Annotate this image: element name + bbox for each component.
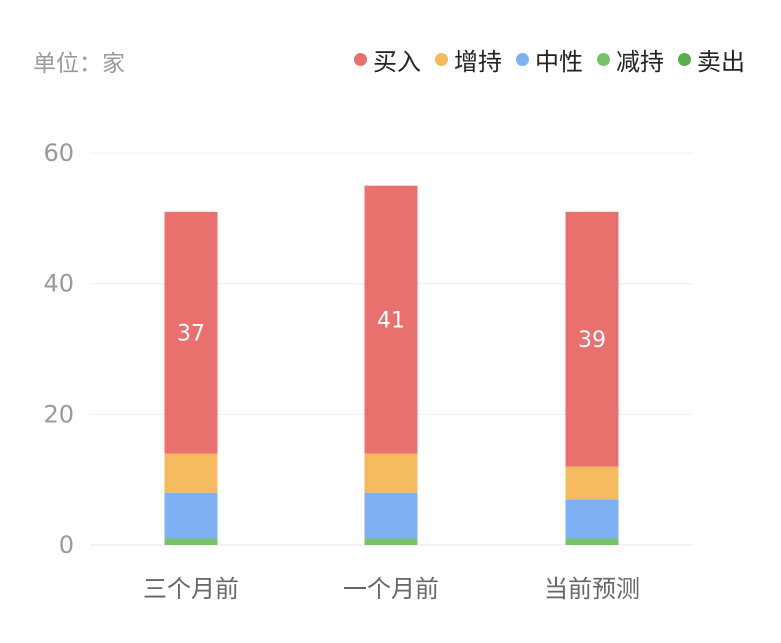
bar-segment-neutral	[364, 492, 418, 539]
y-tick-label: 60	[43, 139, 74, 167]
bar-segment-overweight	[164, 453, 218, 493]
y-tick-label: 0	[59, 531, 74, 559]
legend-dot-buy	[354, 53, 367, 66]
y-tick-label: 40	[43, 270, 74, 298]
data-label: 41	[377, 309, 405, 334]
x-category-label: 一个月前	[343, 575, 439, 603]
bar-segment-underweight	[364, 538, 418, 545]
legend-dot-sell	[678, 53, 691, 66]
bar-segment-underweight	[164, 538, 218, 545]
legend-dot-underweight	[597, 53, 610, 66]
legend-label-buy: 买入	[373, 48, 421, 76]
legend-item-underweight[interactable]: 减持	[597, 42, 664, 77]
unit-label: 单位：家	[33, 51, 125, 77]
x-category-label: 当前预测	[544, 575, 640, 603]
bar-segment-buy	[364, 185, 418, 454]
y-tick-label: 20	[43, 400, 74, 428]
bar-segment-underweight	[565, 538, 619, 545]
data-label: 39	[578, 328, 606, 353]
bar-segment-buy	[565, 211, 619, 467]
legend-label-neutral: 中性	[535, 48, 583, 76]
x-category-label: 三个月前	[143, 575, 239, 603]
bar-segment-overweight	[565, 466, 619, 500]
legend-dot-overweight	[435, 53, 448, 66]
legend-label-sell: 卖出	[697, 48, 745, 76]
data-label: 37	[177, 322, 205, 347]
legend-item-sell[interactable]: 卖出	[678, 42, 745, 77]
legend-item-overweight[interactable]: 增持	[435, 42, 502, 77]
bar-segment-buy	[164, 211, 218, 454]
bar-segment-neutral	[565, 499, 619, 539]
bar-segment-overweight	[364, 453, 418, 493]
legend-item-buy[interactable]: 买入	[354, 42, 421, 77]
legend-label-underweight: 减持	[616, 48, 664, 76]
legend-label-overweight: 增持	[454, 48, 502, 76]
legend-dot-neutral	[516, 53, 529, 66]
chart-legend: 买入 增持 中性 减持 卖出	[354, 42, 745, 77]
bar-segment-neutral	[164, 492, 218, 539]
legend-item-neutral[interactable]: 中性	[516, 42, 583, 77]
